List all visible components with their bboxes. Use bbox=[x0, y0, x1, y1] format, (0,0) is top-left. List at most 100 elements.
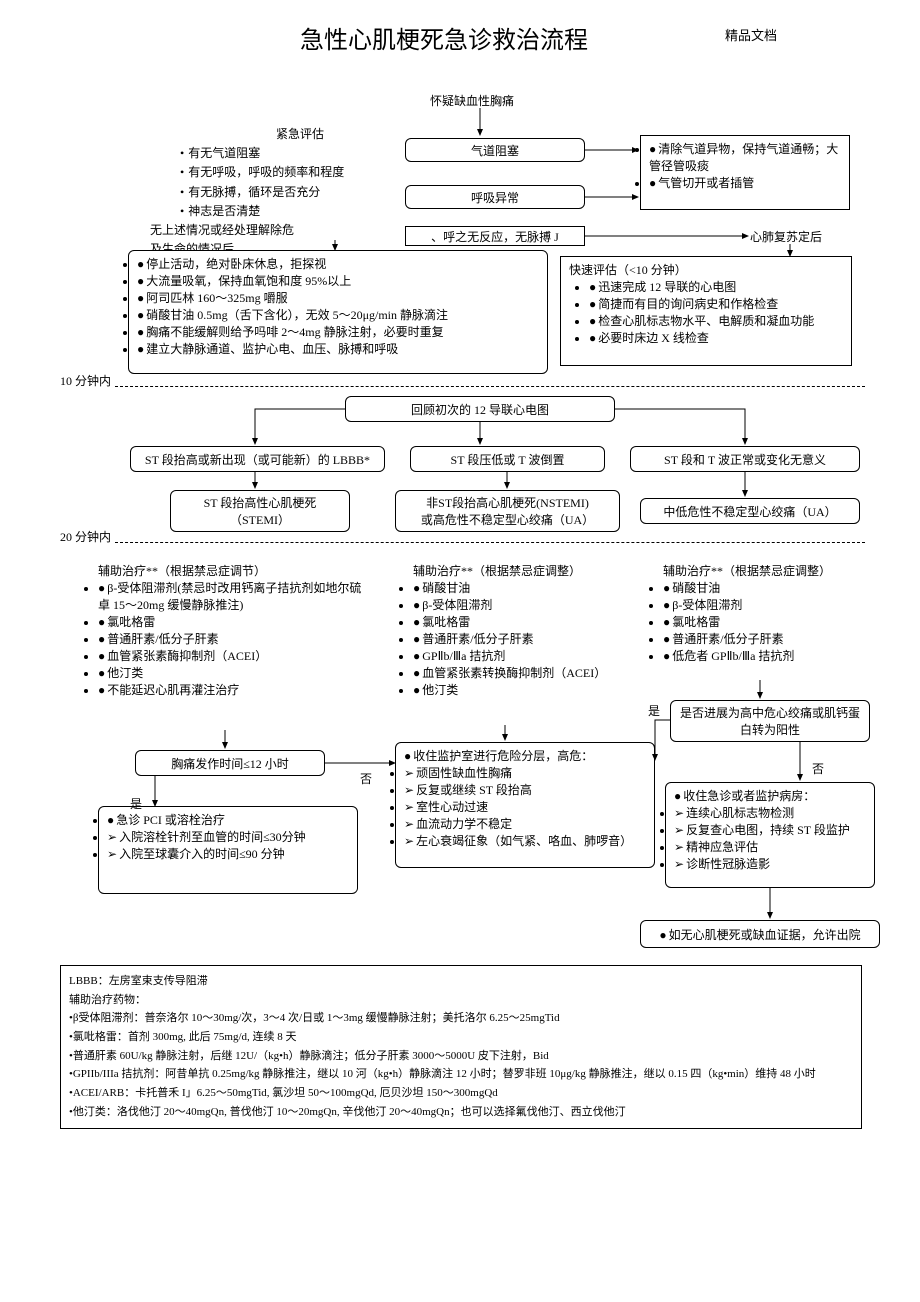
adj3-item: 硝酸甘油 bbox=[663, 579, 857, 596]
initial-treatment-box: 停止活动，绝对卧床休息，拒探视 大流量吸氧，保持血氧饱和度 95%以上 阿司匹林… bbox=[128, 250, 548, 374]
adj2-item: 氯吡格雷 bbox=[413, 613, 627, 630]
yes-label-1: 是 bbox=[130, 795, 142, 812]
dashed-line-20 bbox=[115, 542, 865, 543]
assessment-item: 有无呼吸，呼吸的频率和程度 bbox=[180, 163, 410, 182]
branch3-header-label: ST 段和 T 波正常或变化无意义 bbox=[664, 451, 826, 468]
adj1-title: 辅助治疗**（根据禁忌症调节） bbox=[98, 562, 372, 579]
adj3-item: β-受体阻滞剂 bbox=[663, 596, 857, 613]
adj1-item: 他汀类 bbox=[98, 664, 372, 681]
dashed-line-10 bbox=[115, 386, 865, 387]
adj-therapy-2: 辅助治疗**（根据禁忌症调整） 硝酸甘油 β-受体阻滞剂 氯吡格雷 普通肝素/低… bbox=[405, 558, 635, 718]
no-response-label: 、呼之无反应，无脉搏 J bbox=[431, 228, 559, 245]
adj1-item: 普通肝素/低分子肝素 bbox=[98, 630, 372, 647]
ecg-review-box: 回顾初次的 12 导联心电图 bbox=[345, 396, 615, 422]
footer-line: •氯吡格雷：首剂 300mg, 此后 75mg/d, 连续 8 天 bbox=[69, 1028, 853, 1047]
initial-tx-item: 胸痛不能缓解则给予吗啡 2～4mg 静脉注射，必要时重复 bbox=[137, 323, 448, 340]
footer-line: LBBB：左房室束支传导阻滞 bbox=[69, 972, 853, 991]
rapid-eval-title: 快速评估（<10 分钟） bbox=[569, 261, 843, 278]
adj1-item: β-受体阻滞剂(禁忌时改用钙离子拮抗剂如地尔硫卓 15～20mg 缓慢静脉推注) bbox=[98, 579, 372, 613]
branch2-dx-label: 非ST段抬高心肌梗死(NSTEMI) 或高危性不稳定型心绞痛（UA） bbox=[421, 494, 594, 528]
high-risk-title: 收住监护室进行危险分层，高危： bbox=[404, 747, 632, 764]
initial-tx-item: 硝酸甘油 0.5mg（舌下含化），无效 5～20μg/min 静脉滴注 bbox=[137, 306, 448, 323]
branch1-dx-label: ST 段抬高性心肌梗死 （STEMI） bbox=[204, 494, 317, 528]
airway-obstruction-box: 气道阻塞 bbox=[405, 138, 585, 162]
adj2-item: GPⅡb/Ⅲa 拮抗剂 bbox=[413, 647, 627, 664]
pci-item: 入院溶栓针剂至血管的时间≤30分钟 bbox=[107, 828, 306, 845]
adj3-title: 辅助治疗**（根据禁忌症调整） bbox=[663, 562, 857, 579]
adj-therapy-1: 辅助治疗**（根据禁忌症调节） β-受体阻滞剂(禁忌时改用钙离子拮抗剂如地尔硫卓… bbox=[90, 558, 380, 718]
rapid-eval-item: 检查心肌标志物水平、电解质和凝血功能 bbox=[589, 312, 843, 329]
admit-box: 收住急诊或者监护病房： 连续心肌标志物检测 反复查心电图，持续 ST 段监护 精… bbox=[665, 782, 875, 888]
airway-label: 气道阻塞 bbox=[471, 142, 519, 159]
assessment-item: 有无气道阻塞 bbox=[180, 144, 410, 163]
airway-actions-box: 清除气道异物，保持气道通畅；大管径管吸痰 气管切开或者插管 bbox=[640, 135, 850, 210]
timeline-10min: 10 分钟内 bbox=[60, 372, 111, 389]
adj3-item: 氯吡格雷 bbox=[663, 613, 857, 630]
high-risk-item: 顽固性缺血性胸痛 bbox=[404, 764, 632, 781]
no-label-2: 否 bbox=[812, 760, 824, 777]
assessment-item: 有无脉搏，循环是否充分 bbox=[180, 183, 410, 202]
progress-label: 是否进展为高中危心绞痛或肌钙蛋白转为阳性 bbox=[679, 704, 861, 738]
emergency-assessment: 紧急评估 有无气道阻塞 有无呼吸，呼吸的频率和程度 有无脉搏，循环是否充分 神志… bbox=[150, 125, 410, 259]
adj2-item: 他汀类 bbox=[413, 681, 627, 698]
admit-item: 反复查心电图，持续 ST 段监护 bbox=[674, 821, 850, 838]
watermark: 精品文档 bbox=[725, 25, 777, 44]
adj1-item: 血管紧张素酶抑制剂（ACEI） bbox=[98, 647, 372, 664]
initial-tx-item: 阿司匹林 160～325mg 嚼服 bbox=[137, 289, 448, 306]
admit-item: 连续心肌标志物检测 bbox=[674, 804, 850, 821]
progress-question-box: 是否进展为高中危心绞痛或肌钙蛋白转为阳性 bbox=[670, 700, 870, 742]
high-risk-item: 左心衰竭征象（如气紧、咯血、肺啰音） bbox=[404, 832, 632, 849]
ecg-review-label: 回顾初次的 12 导联心电图 bbox=[411, 401, 549, 418]
assessment-title: 紧急评估 bbox=[190, 125, 410, 144]
rapid-eval-item: 简捷而有目的询问病史和作格检查 bbox=[589, 295, 843, 312]
footer-line: •普通肝素 60U/kg 静脉注射，后继 12U/（kg•h）静脉滴注；低分子肝… bbox=[69, 1047, 853, 1066]
admit-item: 精神应急评估 bbox=[674, 838, 850, 855]
pci-item: 入院至球囊介入的时间≤90 分钟 bbox=[107, 845, 306, 862]
adj3-item: 普通肝素/低分子肝素 bbox=[663, 630, 857, 647]
adj1-item: 不能延迟心肌再灌注治疗 bbox=[98, 681, 372, 698]
adj2-item: 血管紧张素转换酶抑制剂（ACEI） bbox=[413, 664, 627, 681]
branch3-dx: 中低危性不稳定型心绞痛（UA） bbox=[640, 498, 860, 524]
footer-line: •ACEI/ARB：卡托普禾 I」6.25～50mgTid, 氯沙坦 50～10… bbox=[69, 1084, 853, 1103]
high-risk-box: 收住监护室进行危险分层，高危： 顽固性缺血性胸痛 反复或继续 ST 段抬高 室性… bbox=[395, 742, 655, 868]
cpr-after-label: 心肺复苏定后 bbox=[750, 228, 822, 247]
branch1-header: ST 段抬高或新出现（或可能新）的 LBBB* bbox=[130, 446, 385, 472]
breathing-abnormal-box: 呼吸异常 bbox=[405, 185, 585, 209]
airway-action: 气管切开或者插管 bbox=[649, 174, 841, 191]
discharge-label: 如无心肌梗死或缺血证据，允许出院 bbox=[659, 926, 860, 943]
adj-therapy-3: 辅助治疗**（根据禁忌症调整） 硝酸甘油 β-受体阻滞剂 氯吡格雷 普通肝素/低… bbox=[655, 558, 865, 678]
adj1-item: 氯吡格雷 bbox=[98, 613, 372, 630]
no-response-box: 、呼之无反应，无脉搏 J bbox=[405, 226, 585, 246]
page-title: 急性心肌梗死急诊救治流程 bbox=[300, 20, 588, 55]
high-risk-item: 室性心动过速 bbox=[404, 798, 632, 815]
rapid-eval-item: 迅速完成 12 导联的心电图 bbox=[589, 278, 843, 295]
initial-tx-item: 大流量吸氧，保持血氧饱和度 95%以上 bbox=[137, 272, 448, 289]
pci-box: 急诊 PCI 或溶栓治疗 入院溶栓针剂至血管的时间≤30分钟 入院至球囊介入的时… bbox=[98, 806, 358, 894]
discharge-box: 如无心肌梗死或缺血证据，允许出院 bbox=[640, 920, 880, 948]
footer-notes: LBBB：左房室束支传导阻滞 辅助治疗药物： •β受体阻滞剂：普奈洛尔 10～3… bbox=[60, 965, 862, 1129]
footer-line: •他汀类：洛伐他汀 20～40mgQn, 普伐他汀 10～20mgQn, 辛伐他… bbox=[69, 1103, 853, 1122]
yes-label-2: 是 bbox=[648, 702, 660, 719]
airway-action: 清除气道异物，保持气道通畅；大管径管吸痰 bbox=[649, 140, 841, 174]
footer-line: •GPIIb/IIIa 拮抗剂：阿昔单抗 0.25mg/kg 静脉推注，继以 1… bbox=[69, 1065, 853, 1084]
initial-tx-item: 建立大静脉通道、监护心电、血压、脉搏和呼吸 bbox=[137, 340, 448, 357]
adj2-title: 辅助治疗**（根据禁忌症调整） bbox=[413, 562, 627, 579]
adj2-item: 普通肝素/低分子肝素 bbox=[413, 630, 627, 647]
timeline-20min: 20 分钟内 bbox=[60, 528, 111, 545]
no-label-1: 否 bbox=[360, 770, 372, 787]
adj2-item: β-受体阻滞剂 bbox=[413, 596, 627, 613]
branch2-dx: 非ST段抬高心肌梗死(NSTEMI) 或高危性不稳定型心绞痛（UA） bbox=[395, 490, 620, 532]
assessment-item: 神志是否清楚 bbox=[180, 202, 410, 221]
onset-question-box: 胸痛发作时间≤12 小时 bbox=[135, 750, 325, 776]
branch3-dx-label: 中低危性不稳定型心绞痛（UA） bbox=[663, 503, 836, 520]
rapid-eval-item: 必要时床边 X 线检查 bbox=[589, 329, 843, 346]
onset-label: 胸痛发作时间≤12 小时 bbox=[171, 755, 289, 772]
footer-line: •β受体阻滞剂：普奈洛尔 10～30mg/次，3～4 次/日或 1～3mg 缓慢… bbox=[69, 1009, 853, 1028]
high-risk-item: 反复或继续 ST 段抬高 bbox=[404, 781, 632, 798]
breathing-label: 呼吸异常 bbox=[471, 189, 519, 206]
branch1-header-label: ST 段抬高或新出现（或可能新）的 LBBB* bbox=[145, 451, 370, 468]
branch2-header: ST 段压低或 T 波倒置 bbox=[410, 446, 605, 472]
rapid-eval-box: 快速评估（<10 分钟） 迅速完成 12 导联的心电图 简捷而有目的询问病史和作… bbox=[560, 256, 852, 366]
adj2-item: 硝酸甘油 bbox=[413, 579, 627, 596]
branch2-header-label: ST 段压低或 T 波倒置 bbox=[451, 451, 565, 468]
